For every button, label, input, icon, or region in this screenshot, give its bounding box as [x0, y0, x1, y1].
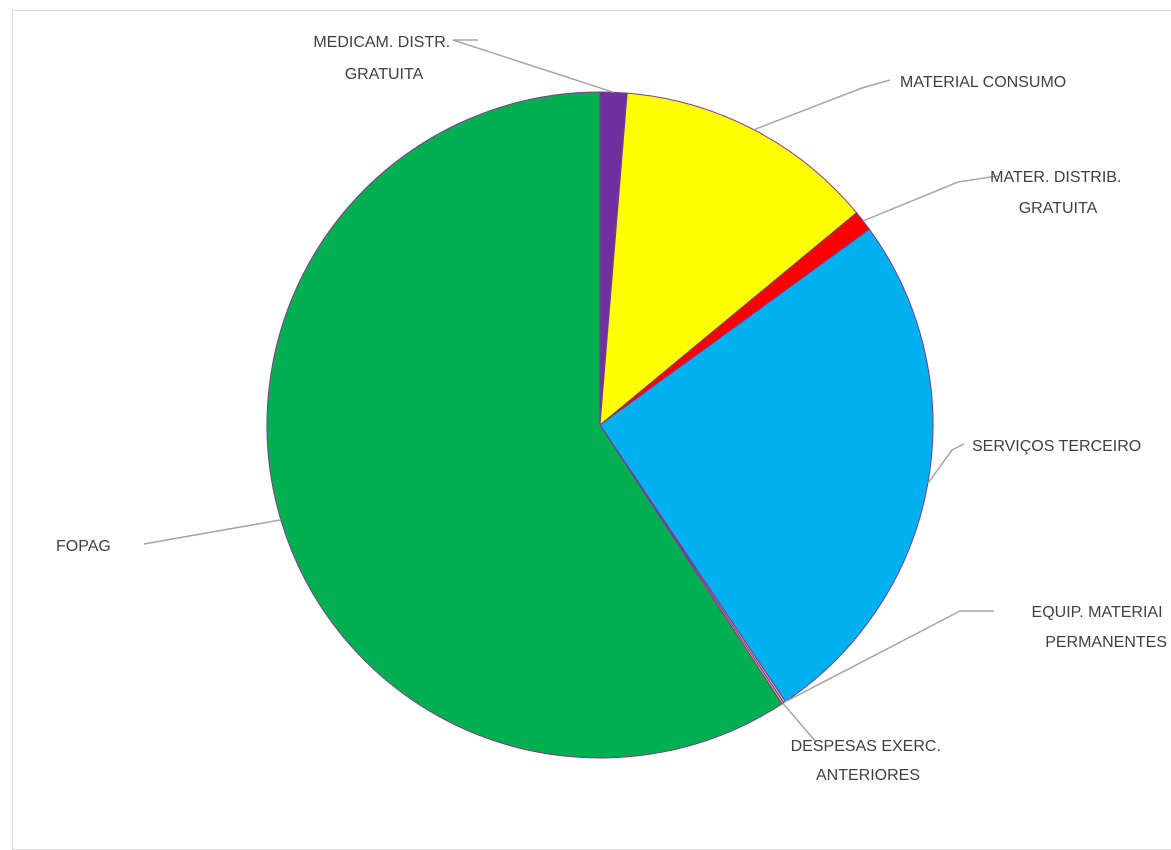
data-label-material-consumo: MATERIAL CONSUMO — [900, 74, 1066, 91]
slices-layer — [266, 91, 934, 759]
leader-line-servicos-terceiro — [927, 443, 965, 484]
pie-slice-servicos-terceiro — [599, 228, 934, 703]
data-label-equip-materiai-permanentes: EQUIP. MATERIAI PERMANENTES — [1032, 604, 1167, 651]
leader-lines-layer — [143, 39, 999, 743]
leader-line-fopag — [143, 519, 281, 545]
leader-line-mater-distrib-gratuita — [862, 175, 999, 222]
data-label-fopag: FOPAG — [56, 538, 111, 555]
data-label-medicam-distr-gratuita: MEDICAM. DISTR. GRATUITA — [313, 34, 454, 83]
leader-line-despesas-exerc-anteriores — [782, 702, 817, 743]
leader-line-medicam-distr-gratuita — [452, 39, 614, 94]
data-label-servicos-terceiro: SERVIÇOS TERCEIRO — [972, 438, 1141, 455]
data-label-mater-distrib-gratuita: MATER. DISTRIB. GRATUITA — [990, 169, 1126, 217]
pie-slice-fopag — [266, 91, 783, 759]
pie-slice-material-consumo — [599, 92, 858, 427]
data-labels-layer: MEDICAM. DISTR. GRATUITA MATERIAL CONSUM… — [56, 34, 1167, 784]
data-label-despesas-exerc-anteriores: DESPESAS EXERC. ANTERIORES — [791, 738, 946, 784]
leader-line-material-consumo — [753, 79, 891, 131]
leader-line-equip-materiai-permanentes — [784, 610, 994, 703]
